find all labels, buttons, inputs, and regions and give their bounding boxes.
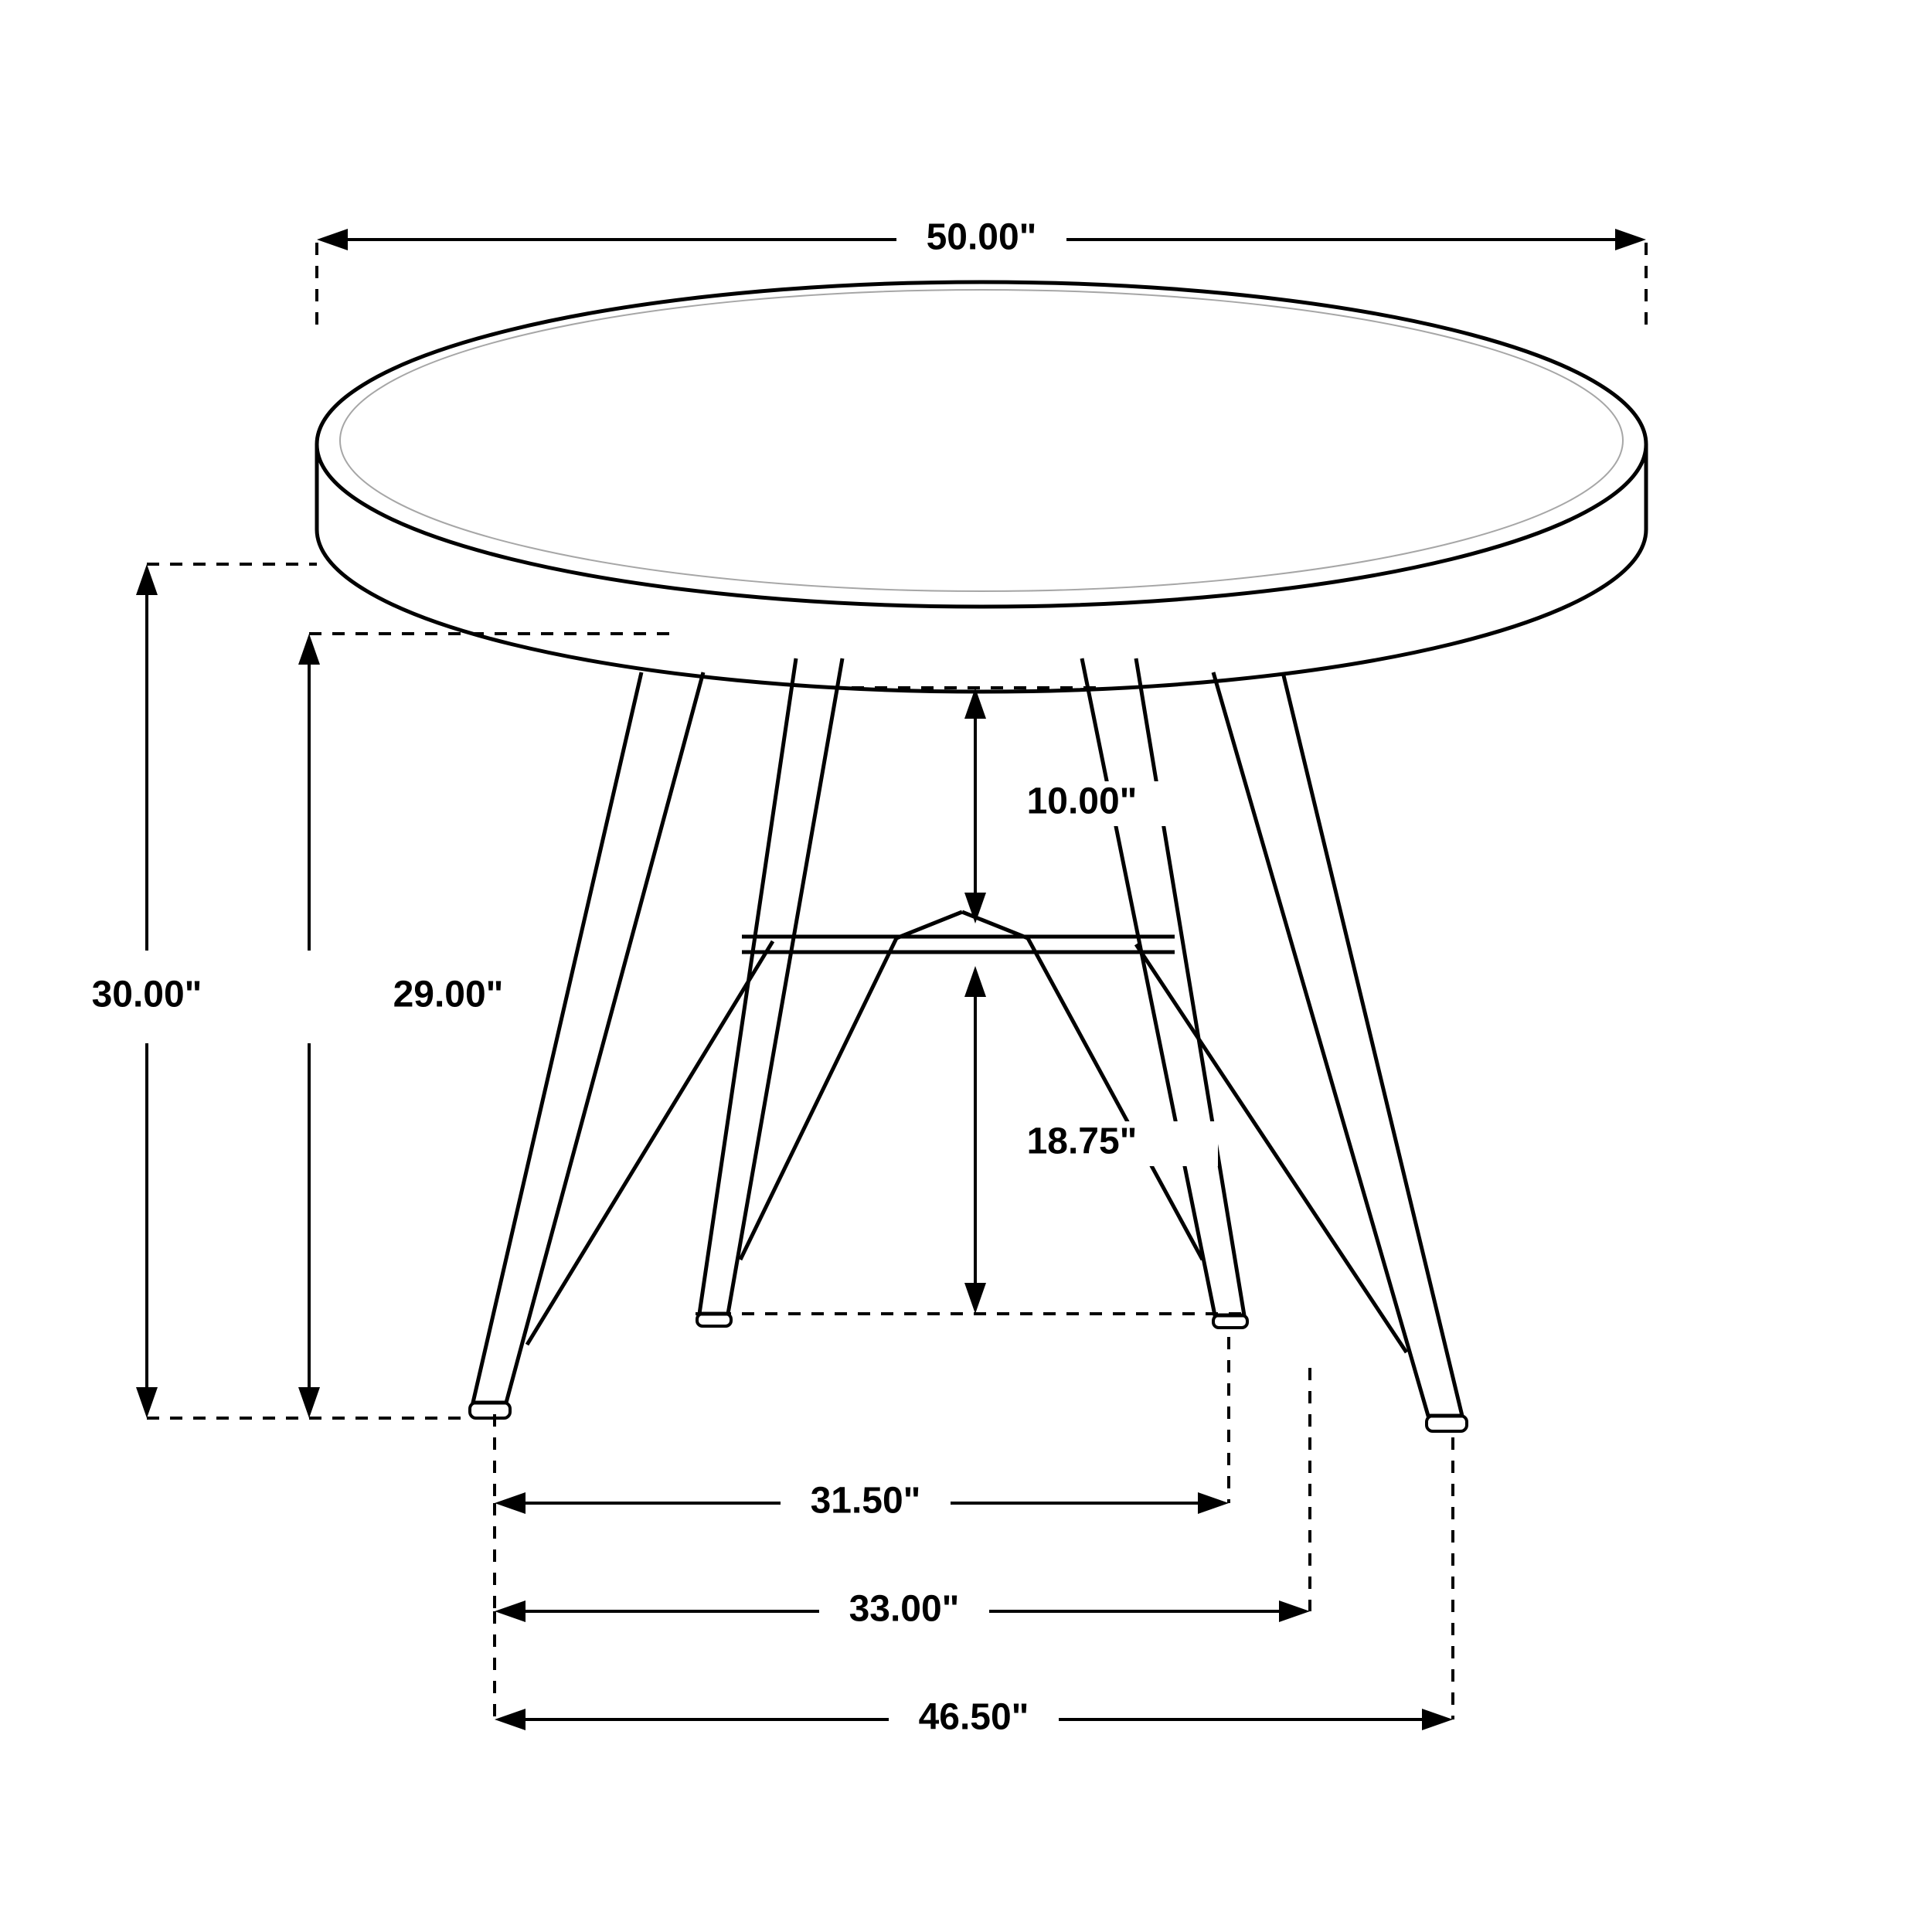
dimension-annotations: 50.00" 30.00" 29.00" 10.00" 18.75" 31.50" 33.0… (73, 217, 1646, 1742)
dim-front-feet-span: 46.50" (919, 1697, 1029, 1738)
dim-height-underside: 29.00" (393, 975, 504, 1015)
dim-back-feet-span: 31.50" (811, 1481, 921, 1522)
leg-back-left (697, 658, 896, 1326)
dim-height-overall: 30.00" (92, 975, 202, 1015)
leg-back-right (1028, 658, 1247, 1328)
dim-mid-span: 33.00" (849, 1589, 960, 1630)
crossbar (742, 912, 1175, 952)
table-outline (317, 282, 1646, 1431)
dim-crossbar-to-top: 10.00" (1027, 781, 1138, 822)
dim-crossbar-to-floor: 18.75" (1027, 1121, 1138, 1162)
dim-width-top: 50.00" (927, 217, 1037, 258)
technical-drawing: 50.00" 30.00" 29.00" 10.00" 18.75" 31.50" 33.0… (0, 0, 1932, 1932)
